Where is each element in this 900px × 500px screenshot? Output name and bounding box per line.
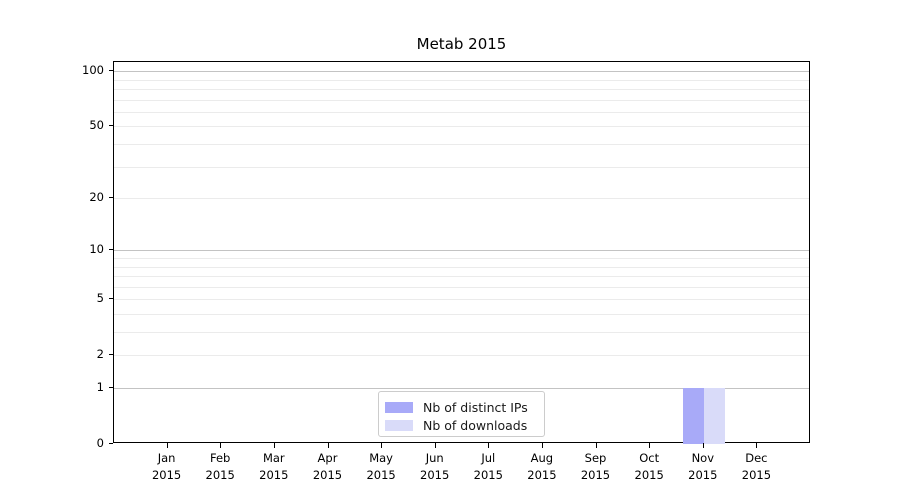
y-tick-mark [109, 197, 113, 198]
x-tick-mark [595, 443, 597, 448]
x-tick-label: Jun 2015 [405, 450, 465, 483]
x-tick-month: Aug [530, 451, 554, 465]
y-tick-mark [109, 125, 113, 127]
x-tick-month: Jan [157, 451, 176, 465]
x-tick-mark [541, 443, 543, 448]
minor-gridline [114, 257, 809, 259]
x-tick-year: 2015 [259, 467, 289, 482]
y-tick-label: 0 [96, 436, 104, 450]
x-tick-month: May [369, 451, 393, 465]
legend-swatch-distinct-ips [385, 401, 413, 413]
x-tick-mark [756, 443, 758, 448]
y-tick-mark [109, 298, 113, 300]
minor-gridline [114, 198, 809, 199]
x-tick-label: Oct 2015 [619, 450, 679, 483]
x-tick-mark [649, 443, 651, 448]
minor-gridline [114, 126, 809, 128]
x-tick-label: Nov 2015 [673, 450, 733, 483]
legend-swatch-downloads [385, 419, 413, 431]
x-tick-label: Mar 2015 [244, 450, 304, 483]
x-tick-year: 2015 [741, 467, 772, 482]
y-tick-mark [109, 387, 113, 388]
y-tick-label: 2 [96, 347, 104, 362]
y-tick-mark [109, 70, 113, 72]
x-tick-mark [488, 443, 490, 448]
y-tick-mark [109, 249, 113, 251]
major-gridline [114, 388, 809, 389]
x-tick-month: Jul [481, 451, 496, 465]
x-tick-label: Sep 2015 [566, 450, 626, 483]
legend: Nb of distinct IPs Nb of downloads [378, 391, 545, 437]
minor-gridline [114, 143, 809, 145]
x-tick-mark [702, 443, 704, 448]
major-gridline [114, 71, 809, 73]
legend-label-downloads: Nb of downloads [423, 417, 528, 433]
x-tick-label: May 2015 [351, 450, 411, 483]
x-tick-year: 2015 [420, 467, 450, 482]
plot-area: Nb of distinct IPs Nb of downloads [113, 61, 810, 444]
x-tick-mark [166, 443, 168, 448]
y-tick-mark [109, 443, 113, 444]
x-tick-year: 2015 [527, 467, 557, 482]
x-tick-month: Oct [639, 451, 660, 465]
minor-gridline [114, 99, 809, 101]
x-tick-label: Aug 2015 [512, 450, 572, 483]
x-tick-year: 2015 [366, 467, 396, 482]
x-tick-mark [434, 443, 436, 448]
minor-gridline [114, 79, 809, 81]
x-tick-mark [327, 443, 329, 448]
minor-gridline [114, 286, 809, 288]
x-tick-label: Jan 2015 [137, 450, 197, 483]
x-tick-month: Nov [691, 451, 715, 465]
x-tick-mark [273, 443, 275, 448]
bar-distinct-ips [682, 388, 704, 444]
minor-gridline [114, 355, 809, 357]
x-tick-month: Feb [210, 451, 231, 465]
minor-gridline [114, 332, 809, 333]
bar-downloads [703, 388, 725, 444]
x-tick-month: Sep [584, 451, 607, 465]
x-tick-month: Apr [317, 451, 338, 465]
x-tick-label: Apr 2015 [298, 450, 358, 483]
y-tick-label: 10 [89, 242, 104, 257]
minor-gridline [114, 299, 809, 301]
x-tick-year: 2015 [473, 467, 503, 482]
x-tick-year: 2015 [634, 467, 664, 482]
x-tick-label: Jul 2015 [458, 450, 518, 483]
x-tick-year: 2015 [580, 467, 611, 482]
y-tick-label: 20 [89, 190, 104, 204]
y-tick-mark [109, 354, 113, 356]
x-tick-month: Jun [425, 451, 444, 465]
legend-entry-distinct-ips: Nb of distinct IPs [385, 399, 536, 415]
y-tick-label: 1 [96, 380, 104, 394]
x-tick-month: Mar [262, 451, 285, 465]
y-tick-label: 50 [89, 118, 104, 133]
x-tick-month: Dec [745, 451, 768, 465]
minor-gridline [114, 266, 809, 268]
minor-gridline [114, 166, 809, 168]
x-tick-label: Dec 2015 [726, 450, 786, 483]
y-tick-label: 100 [82, 63, 104, 78]
x-tick-year: 2015 [312, 467, 343, 482]
major-gridline [114, 250, 809, 252]
x-tick-mark [220, 443, 222, 448]
x-tick-year: 2015 [688, 467, 718, 482]
minor-gridline [114, 111, 809, 113]
x-tick-label: Feb 2015 [190, 450, 250, 483]
minor-gridline [114, 88, 809, 90]
legend-label-distinct-ips: Nb of distinct IPs [423, 399, 528, 415]
x-tick-mark [381, 443, 383, 448]
minor-gridline [114, 313, 809, 315]
minor-gridline [114, 276, 809, 277]
x-tick-year: 2015 [205, 467, 235, 482]
legend-entry-downloads: Nb of downloads [385, 417, 536, 433]
chart-title: Metab 2015 [416, 35, 507, 53]
x-tick-year: 2015 [151, 467, 182, 482]
y-tick-label: 5 [96, 291, 104, 306]
